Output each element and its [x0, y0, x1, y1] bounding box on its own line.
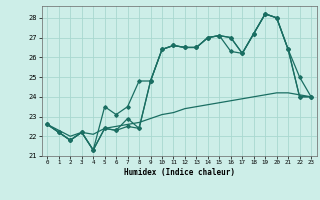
- X-axis label: Humidex (Indice chaleur): Humidex (Indice chaleur): [124, 168, 235, 177]
